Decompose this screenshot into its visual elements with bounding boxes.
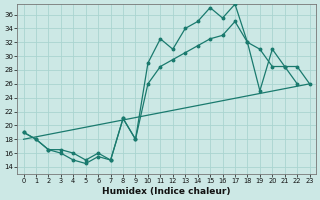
X-axis label: Humidex (Indice chaleur): Humidex (Indice chaleur)	[102, 187, 231, 196]
